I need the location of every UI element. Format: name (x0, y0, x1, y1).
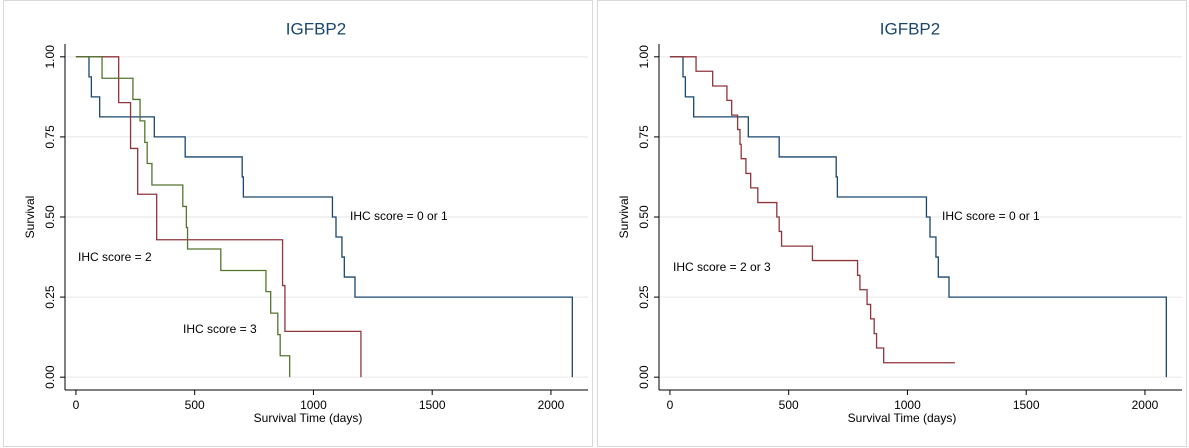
x-tick-label: 0 (73, 398, 80, 412)
series-label: IHC score = 3 (183, 322, 257, 336)
panel-frame (3, 0, 593, 447)
x-tick-label: 500 (185, 398, 205, 412)
panel: IGFBP2 0.00 0.25 0.50 0.75 1.00 0 500 1000 1500 20… (3, 0, 593, 447)
y-tick-label: 1.00 (637, 45, 651, 69)
x-tick-label: 1000 (300, 398, 327, 412)
y-tick-label: 0.00 (43, 365, 57, 389)
series-label: IHC score = 0 or 1 (942, 209, 1040, 223)
y-tick-label: 0.50 (637, 205, 651, 229)
chart-title: IGFBP2 (286, 19, 346, 38)
x-tick-label: 1500 (1013, 398, 1040, 412)
series-label: IHC score = 2 (78, 250, 152, 264)
x-tick-label: 1500 (419, 398, 446, 412)
y-tick-label: 0.75 (43, 125, 57, 149)
survival-curve (75, 56, 573, 378)
survival-curve (75, 56, 291, 378)
y-tick-label: 1.00 (43, 45, 57, 69)
y-axis-title: Survival (617, 196, 631, 239)
survival-curve (669, 56, 955, 364)
panel-frame (597, 0, 1187, 447)
panel: IGFBP2 0.00 0.25 0.50 0.75 1.00 0 500 1000 1500 20… (597, 0, 1187, 447)
x-axis-title: Survival Time (days) (848, 411, 957, 425)
y-axis-title: Survival (23, 196, 37, 239)
y-tick-label: 0.50 (43, 205, 57, 229)
x-tick-label: 1000 (894, 398, 921, 412)
y-tick-label: 0.25 (43, 285, 57, 309)
chart-title: IGFBP2 (880, 19, 940, 38)
y-tick-label: 0.00 (637, 365, 651, 389)
x-tick-label: 2000 (1132, 398, 1159, 412)
survival-curve (669, 56, 1167, 378)
x-tick-label: 2000 (538, 398, 565, 412)
survival-curve (75, 56, 362, 378)
y-tick-label: 0.25 (637, 285, 651, 309)
x-tick-label: 500 (779, 398, 799, 412)
x-tick-label: 0 (667, 398, 674, 412)
y-tick-label: 0.75 (637, 125, 651, 149)
series-label: IHC score = 0 or 1 (350, 209, 448, 223)
series-label: IHC score = 2 or 3 (673, 260, 771, 274)
x-axis-title: Survival Time (days) (254, 411, 363, 425)
